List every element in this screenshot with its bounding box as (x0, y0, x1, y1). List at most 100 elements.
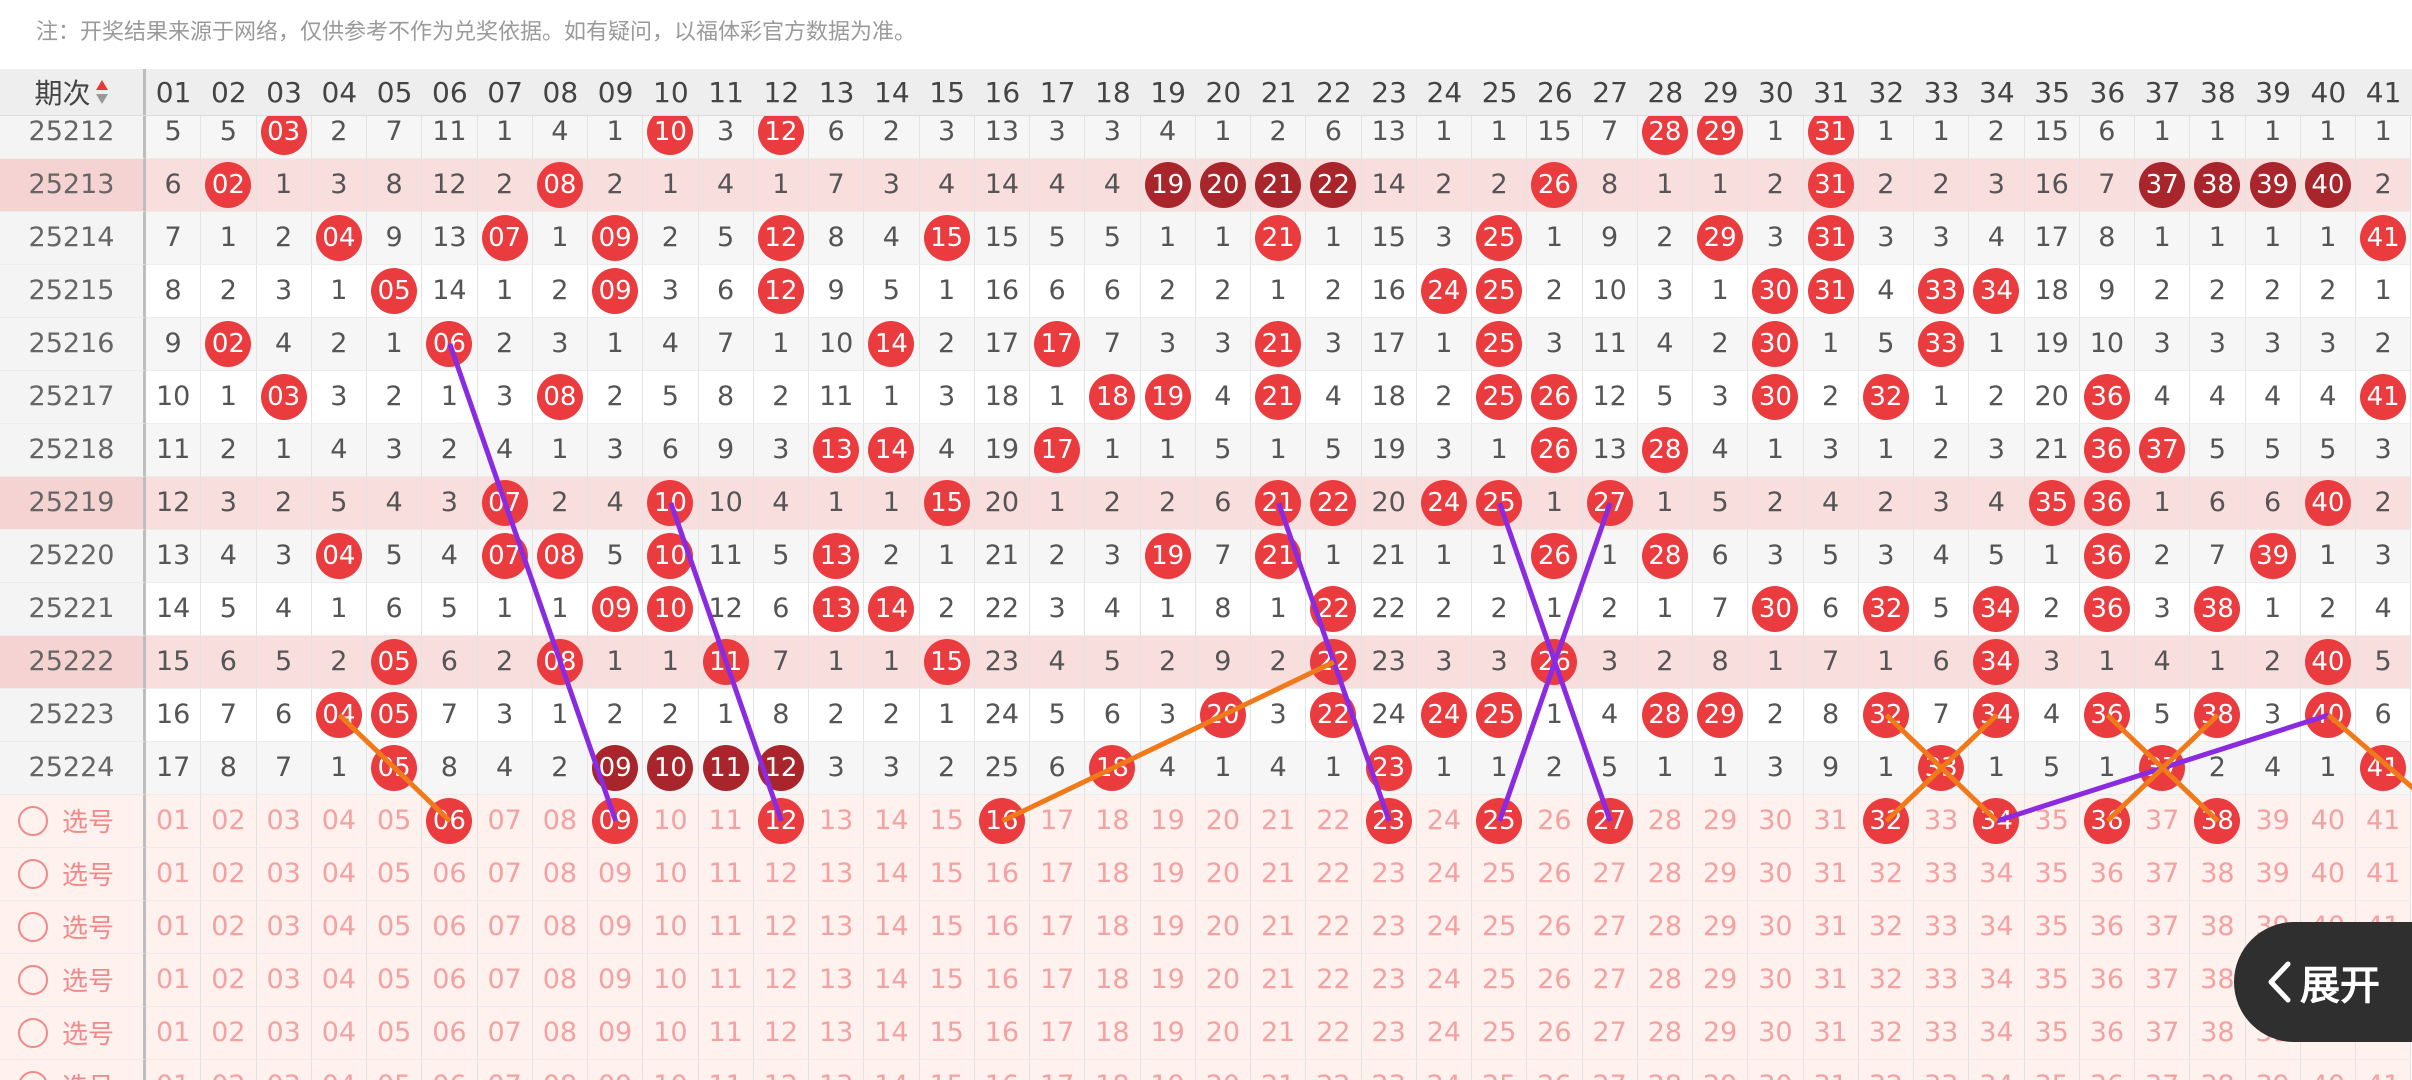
cell: 35 (2024, 476, 2080, 530)
cell: 6 (698, 264, 754, 318)
pick-label-cell[interactable]: 选号 (0, 900, 146, 954)
cell: 10 (643, 953, 699, 1007)
omission-count: 1 (1103, 434, 1121, 465)
omission-count: 17 (1371, 328, 1406, 359)
cell: 10 (643, 476, 699, 530)
omission-count: 32 (1868, 911, 1904, 942)
omission-count: 14 (1371, 169, 1406, 200)
pick-radio[interactable] (18, 911, 48, 942)
cell: 6 (146, 158, 202, 212)
pick-radio[interactable] (18, 858, 48, 889)
omission-count: 22 (1371, 593, 1406, 624)
omission-count: 5 (1324, 434, 1342, 465)
pick-label-cell[interactable]: 选号 (0, 847, 146, 901)
omission-count: 35 (2034, 858, 2069, 889)
cell: 12 (146, 476, 202, 530)
cell: 2 (2356, 158, 2412, 212)
cell: 5 (367, 529, 423, 583)
ball: 11 (702, 744, 749, 791)
omission-count: 3 (219, 487, 237, 518)
omission-count: 4 (2208, 381, 2226, 412)
cell: 8 (367, 158, 423, 212)
omission-count: 3 (661, 275, 679, 306)
cell: 6 (1803, 582, 1859, 636)
cell: 1 (809, 635, 865, 689)
period-cell: 25219 (0, 476, 146, 530)
omission-count: 1 (2043, 540, 2061, 571)
omission-count: 2 (882, 116, 900, 147)
omission-count: 1 (275, 169, 293, 200)
pick-label-cell[interactable]: 选号 (0, 1006, 146, 1060)
column-header: 23 (1371, 75, 1407, 109)
cell: 11 (698, 529, 754, 583)
omission-count: 3 (2374, 540, 2392, 571)
cell: 13 (809, 582, 865, 636)
cell: 26 (1527, 529, 1583, 583)
cell: 23 (1361, 741, 1417, 795)
pick-radio[interactable] (18, 1070, 48, 1080)
cell: 18 (1085, 900, 1141, 954)
omission-count: 03 (266, 858, 301, 889)
omission-count: 18 (1095, 858, 1130, 889)
cell: 3 (1914, 211, 1970, 265)
omission-count: 1 (1490, 116, 1508, 147)
omission-count: 4 (275, 328, 293, 359)
omission-count: 18 (1095, 964, 1130, 995)
omission-count: 1 (661, 646, 679, 677)
cell: 12 (753, 953, 809, 1007)
cell: 12 (753, 900, 809, 954)
column-header: 15 (929, 75, 965, 109)
cell: 1 (864, 635, 920, 689)
omission-count: 10 (708, 487, 743, 518)
omission-count: 1 (2153, 487, 2171, 518)
cell: 26 (1527, 423, 1583, 477)
omission-count: 17 (1039, 858, 1075, 889)
cell: 14 (974, 158, 1030, 212)
cell: 1 (1140, 211, 1196, 265)
omission-count: 6 (2374, 699, 2392, 730)
period-header[interactable]: 期次 (0, 69, 146, 115)
cell: 32 (1858, 688, 1914, 742)
pick-label-cell[interactable]: 选号 (0, 953, 146, 1007)
cell: 25 (1472, 688, 1528, 742)
pick-label-cell[interactable]: 选号 (0, 794, 146, 848)
cell: 2 (1416, 582, 1472, 636)
pick-label: 选号 (62, 967, 115, 997)
cell: 15 (919, 900, 975, 954)
expand-button[interactable]: 展开 (2234, 922, 2412, 1042)
cell: 01 (146, 1059, 202, 1080)
cell: 1 (2300, 529, 2356, 583)
omission-count: 12 (764, 1070, 798, 1080)
omission-count: 37 (2144, 1017, 2180, 1048)
cell: 22 (1306, 900, 1362, 954)
omission-count: 13 (818, 805, 854, 836)
cell: 18 (1085, 794, 1141, 848)
cell: 2 (1527, 741, 1583, 795)
cell: 27 (1582, 794, 1638, 848)
omission-count: 25 (1482, 1070, 1516, 1080)
pick-radio[interactable] (18, 805, 48, 836)
omission-count: 2 (938, 752, 956, 783)
cell: 39 (2245, 529, 2301, 583)
ball: 40 (2304, 479, 2351, 526)
omission-count: 31 (1813, 1070, 1847, 1080)
omission-count: 3 (1435, 434, 1453, 465)
pick-radio[interactable] (18, 964, 48, 995)
cell: 2 (1030, 529, 1086, 583)
cell: 19 (974, 423, 1030, 477)
pick-radio[interactable] (18, 1017, 48, 1048)
period-number: 25215 (28, 275, 115, 306)
omission-count: 2 (275, 487, 293, 518)
cell: 1 (753, 317, 809, 371)
omission-count: 24 (984, 699, 1020, 730)
cell: 3 (753, 423, 809, 477)
cell: 1 (1858, 635, 1914, 689)
pick-label-cell[interactable]: 选号 (0, 1059, 146, 1080)
cell: 12 (753, 211, 809, 265)
omission-count: 17 (984, 328, 1020, 359)
omission-count: 6 (1711, 540, 1729, 571)
ball: 38 (2194, 797, 2241, 844)
cell: 06 (422, 1059, 478, 1080)
cell: 6 (422, 635, 478, 689)
cell: 17 (1030, 317, 1086, 371)
